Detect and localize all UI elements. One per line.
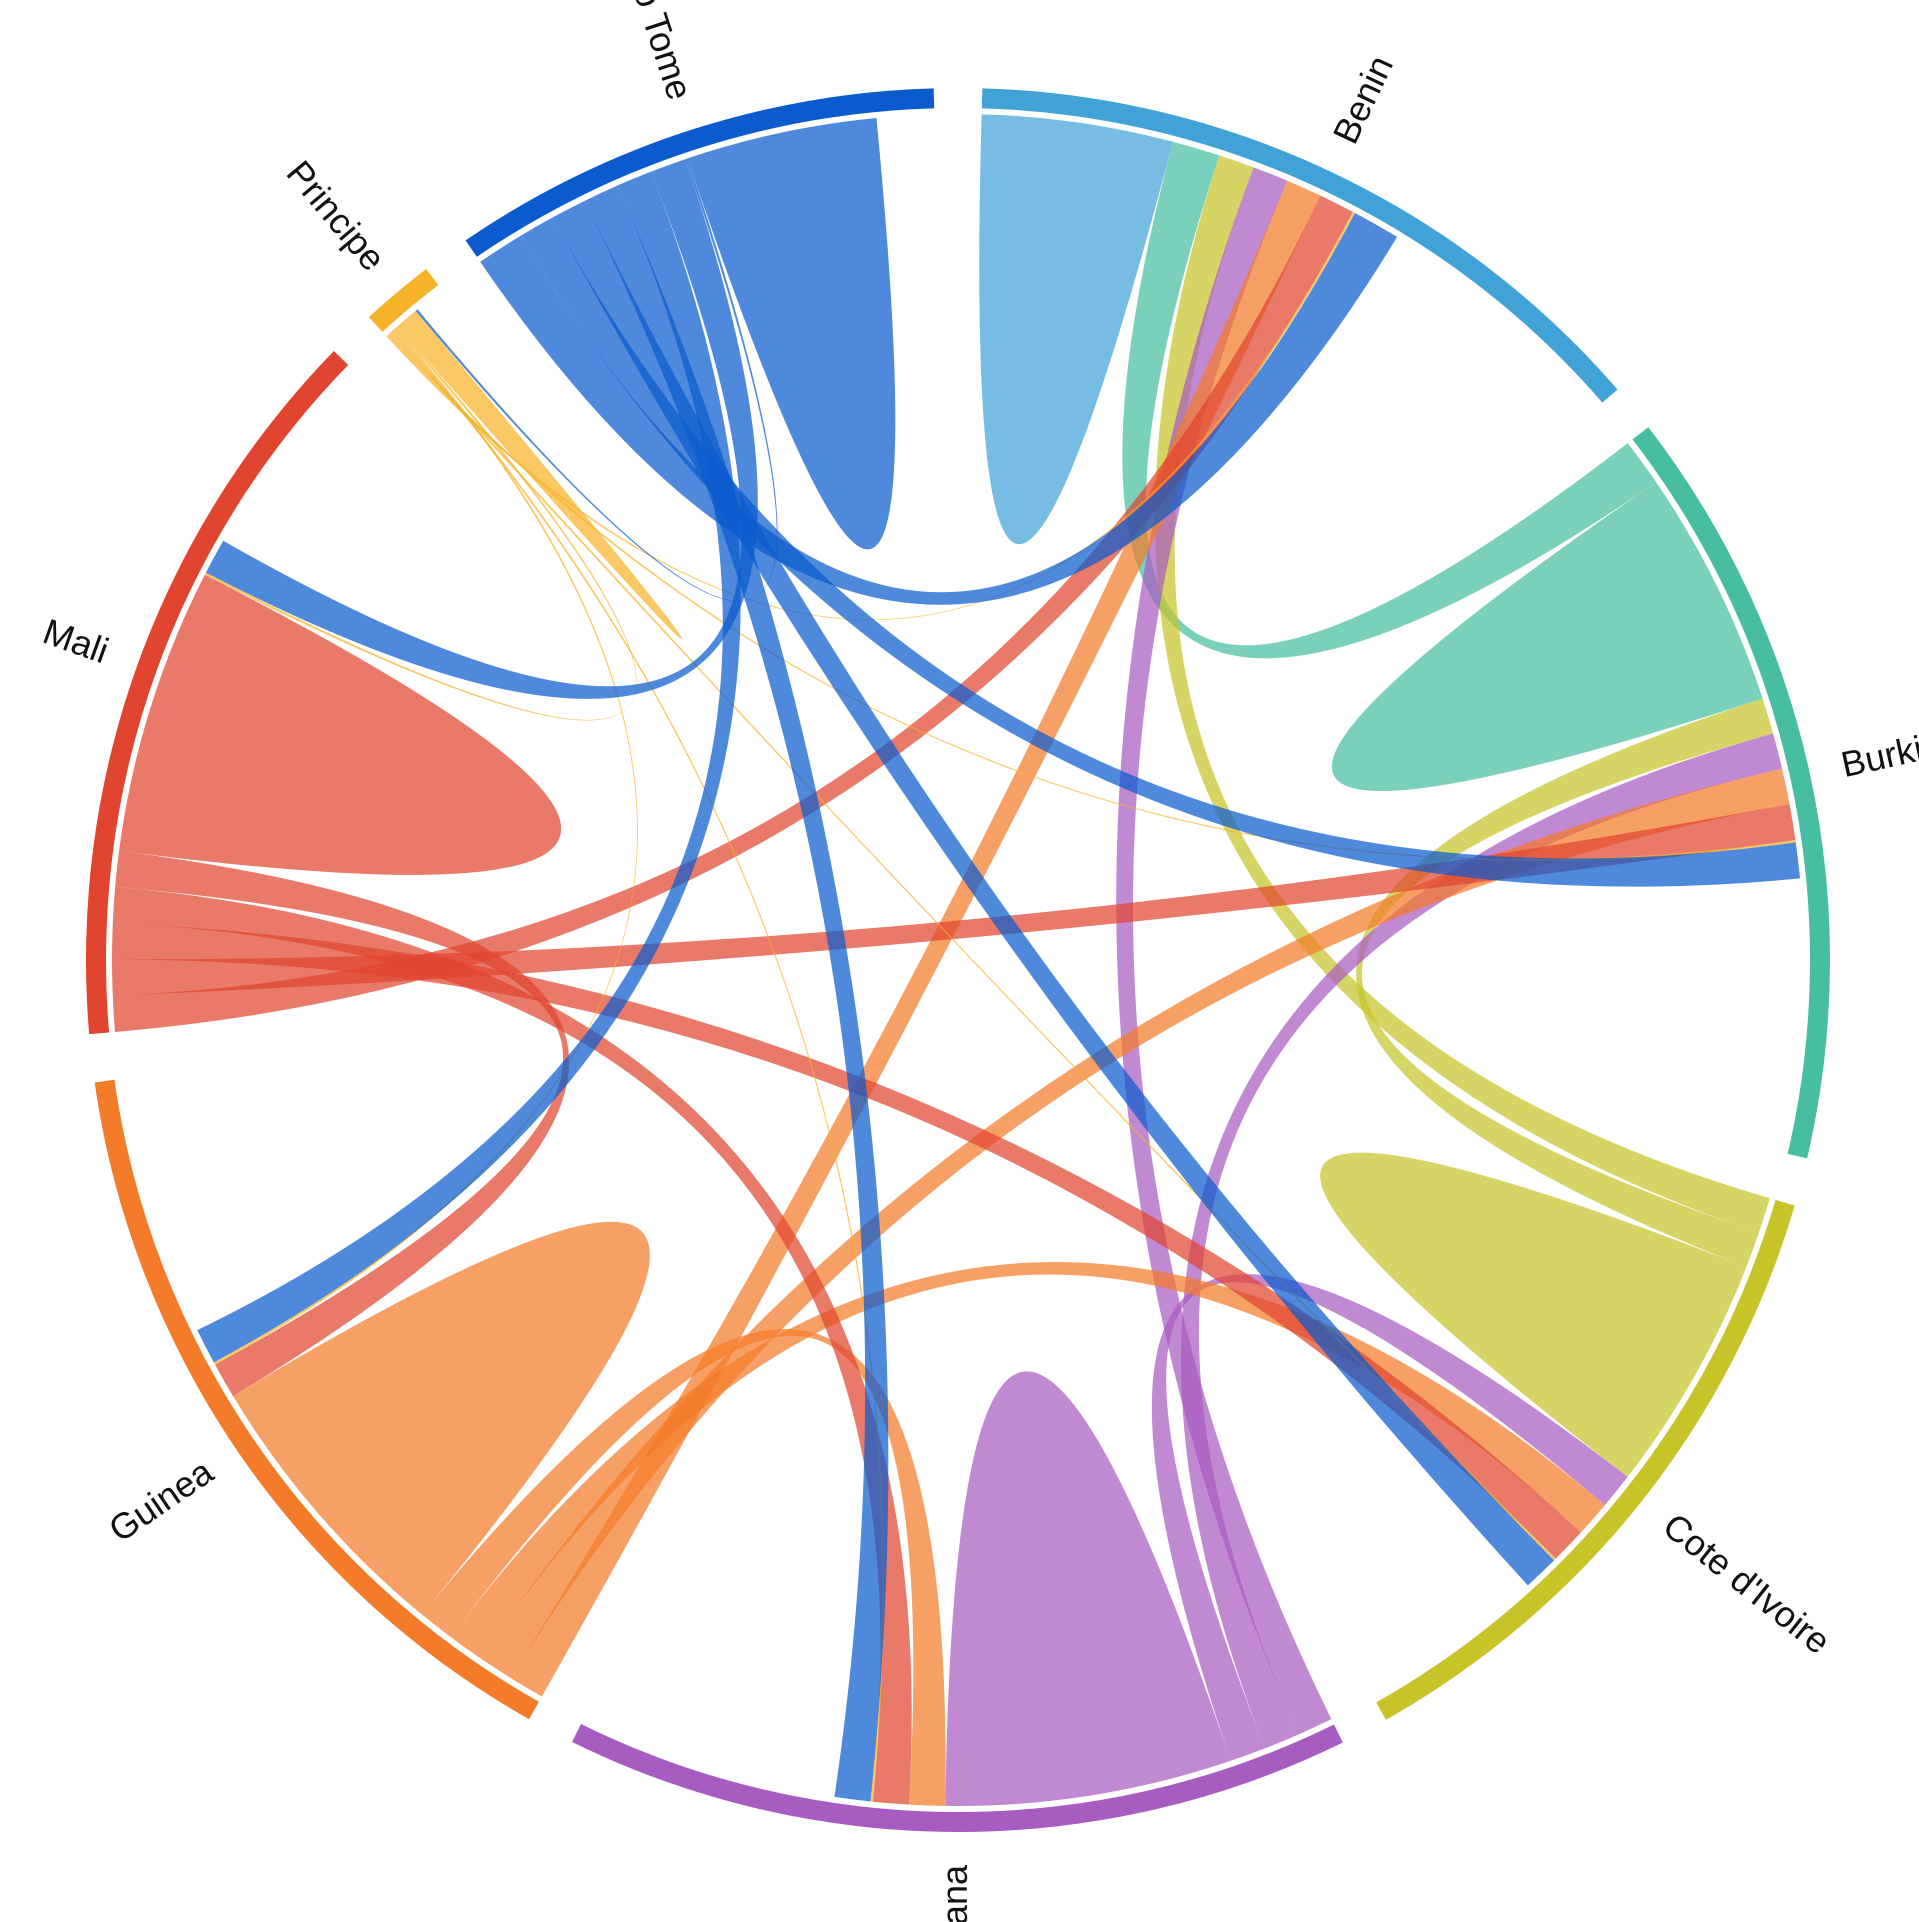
group-arc-sao-tome [465, 88, 935, 257]
chord-cote-d-ivoire-to-guinea [450, 1261, 1605, 1659]
chord-guinea-to-guinea [233, 1221, 650, 1615]
chord-benin-to-sao-tome [480, 212, 1398, 605]
group-label-mali: Mali [38, 610, 114, 671]
chord-benin-to-burkina-faso [1122, 141, 1657, 659]
chord-sao-tome-to-sao-tome [687, 117, 896, 550]
group-label-principe: Principe [279, 152, 394, 278]
group-arc-principe [368, 268, 439, 332]
chord-burkina-faso-to-burkina-faso [1331, 482, 1763, 792]
group-arc-mali [86, 351, 349, 1035]
chord-cote-d-ivoire-to-ghana [1151, 1274, 1628, 1761]
group-label-ghana: Ghana [934, 1864, 975, 1922]
group-label-guinea: Guinea [101, 1450, 221, 1550]
chord-guinea-to-sao-tome [197, 171, 741, 1363]
chord-burkina-faso-to-cote-d-ivoire [1356, 698, 1774, 1267]
group-label-sao-tome: Sao Tome [612, 0, 701, 105]
chord-burkina-faso-to-mali [111, 804, 1796, 996]
chord-burkina-faso-to-ghana [1180, 733, 1783, 1749]
chord-ghana-to-sao-tome [584, 185, 889, 1802]
group-arc-burkina-faso [1632, 427, 1830, 1159]
chord-principe-to-principe [397, 310, 683, 640]
chord-ghana-to-ghana [945, 1371, 1231, 1806]
chord-ribbons [111, 114, 1801, 1806]
chord-mali-to-sao-tome [205, 159, 758, 699]
chord-benin-to-guinea [510, 180, 1321, 1697]
chord-cote-d-ivoire-to-cote-d-ivoire [1320, 1152, 1747, 1477]
chord-benin-to-benin [979, 114, 1173, 545]
chord-burkina-faso-to-sao-tome [520, 217, 1801, 887]
chord-benin-to-cote-d-ivoire [1155, 155, 1770, 1233]
group-label-burkina-faso: Burkina Faso [1837, 700, 1919, 785]
group-label-cote-d-ivoire: Cote d'Ivoire [1656, 1505, 1839, 1662]
group-label-benin: Benin [1325, 49, 1401, 150]
chord-benin-to-ghana [1116, 167, 1332, 1735]
chord-mali-to-mali [119, 574, 562, 875]
group-arcs [86, 88, 1830, 1832]
group-arc-ghana [572, 1724, 1343, 1832]
